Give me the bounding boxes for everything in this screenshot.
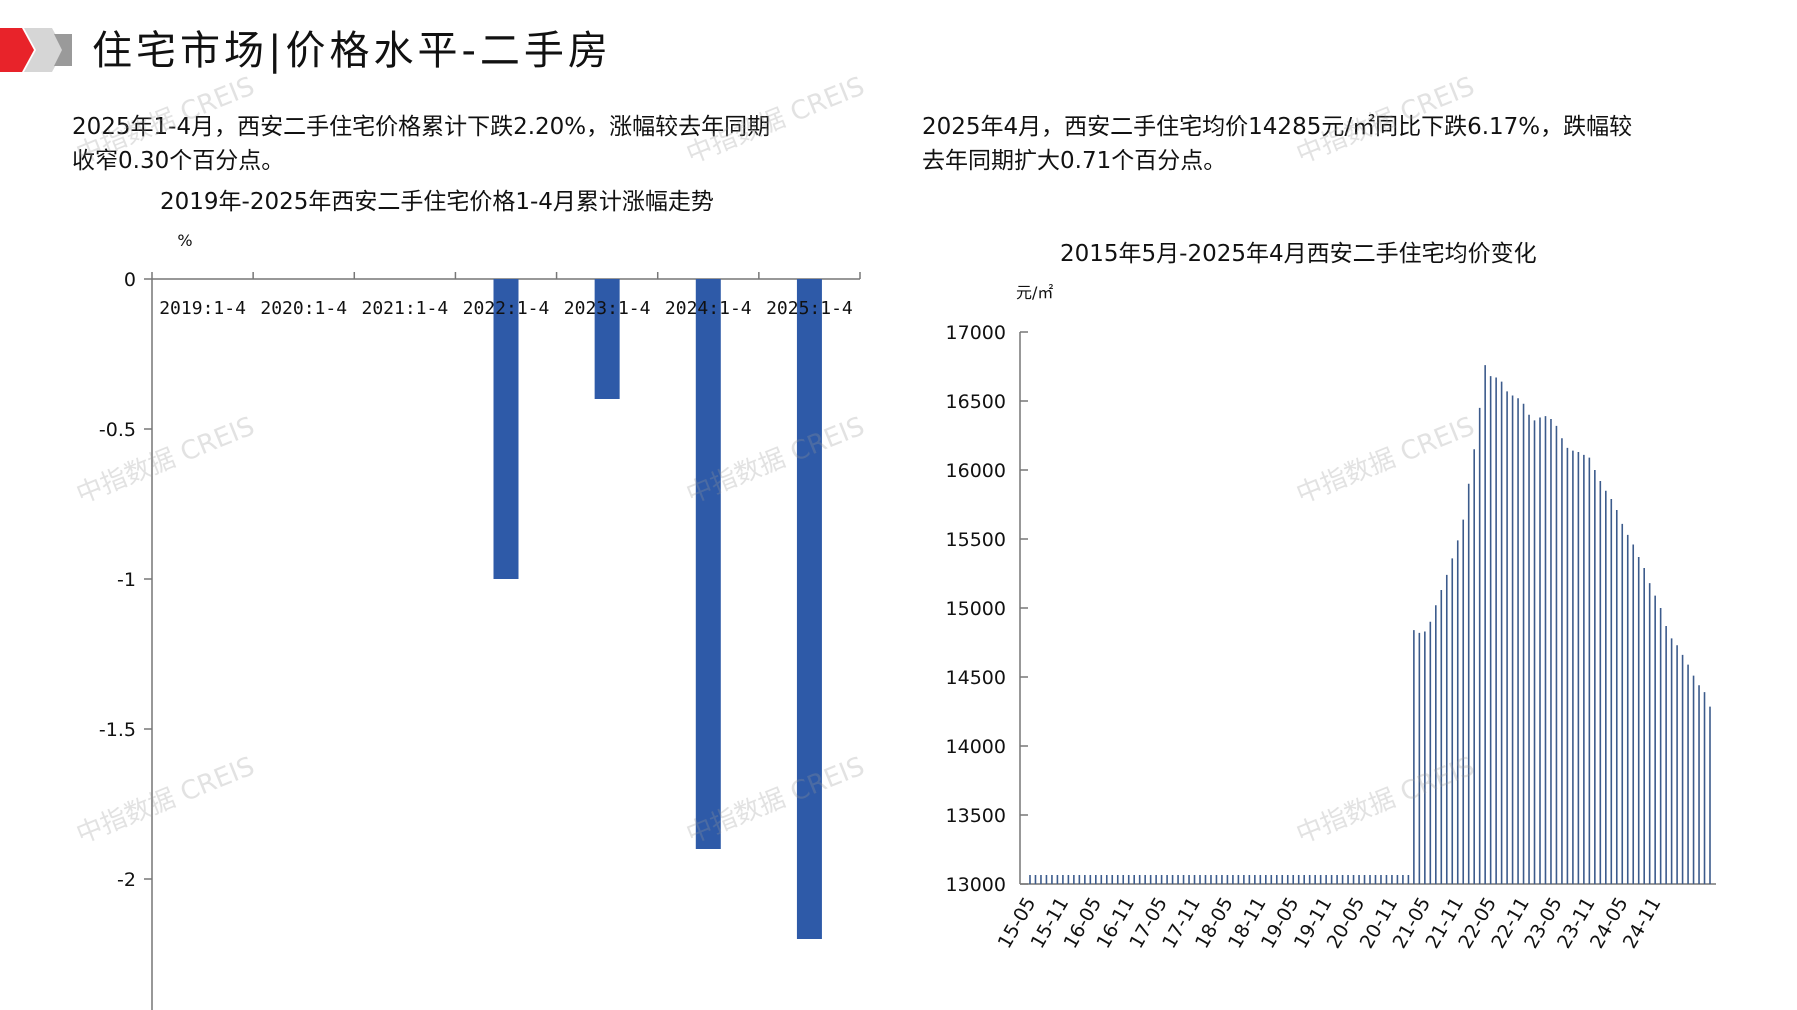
bar [493, 279, 519, 579]
y-tick-label: 16000 [946, 460, 1006, 482]
brand-logo [0, 28, 72, 72]
summary-right: 2025年4月，西安二手住宅均价14285元/㎡同比下跌6.17%，跌幅较 去年… [922, 110, 1752, 178]
y-tick-label: 15500 [946, 529, 1006, 551]
y-tick-label: 13000 [946, 874, 1006, 896]
y-tick-label: 14000 [946, 736, 1006, 758]
bar [594, 279, 620, 399]
y-tick-label: -2 [117, 869, 136, 891]
y-tick-label: 14500 [946, 667, 1006, 689]
bar-chart-title: 2019年-2025年西安二手住宅价格1-4月累计涨幅走势 [160, 189, 714, 215]
y-axis-unit: % [177, 231, 192, 250]
category-label: 2019:1-4 [159, 298, 246, 319]
y-tick-label: 17000 [946, 322, 1006, 344]
y-tick-label: -1.5 [99, 719, 136, 741]
y-axis-unit: 元/㎡ [1016, 283, 1053, 302]
bar [695, 279, 721, 849]
bar [796, 279, 822, 939]
summary-left: 2025年1-4月，西安二手住宅价格累计下跌2.20%，涨幅较去年同期 收窄0.… [72, 110, 892, 178]
y-tick-label: 13500 [946, 805, 1006, 827]
cumulative-change-chart: 0 -0.5 -1 -1.5 -2% 2019:1-4 2020:1-4 2021:1-4 20… [99, 231, 861, 1010]
summary-right-line-1: 2025年4月，西安二手住宅均价14285元/㎡同比下跌6.17%，跌幅较 [922, 114, 1633, 140]
y-tick-label: -0.5 [99, 419, 136, 441]
category-label: 2021:1-4 [362, 298, 449, 319]
category-label: 2023:1-4 [564, 298, 651, 319]
category-label: 2024:1-4 [665, 298, 752, 319]
y-tick-label: -1 [117, 569, 136, 591]
price-chart-title: 2015年5月-2025年4月西安二手住宅均价变化 [1060, 241, 1537, 267]
summary-left-line-1: 2025年1-4月，西安二手住宅价格累计下跌2.20%，涨幅较去年同期 [72, 114, 771, 140]
y-tick-label: 16500 [946, 391, 1006, 413]
summary-left-line-2: 收窄0.30个百分点。 [72, 148, 285, 174]
category-label: 2022:1-4 [463, 298, 550, 319]
y-tick-label: 0 [124, 269, 136, 291]
category-label: 2020:1-4 [260, 298, 347, 319]
y-tick-label: 15000 [946, 598, 1006, 620]
page-title: 住宅市场|价格水平-二手房 [92, 28, 612, 74]
category-label: 2025:1-4 [766, 298, 853, 319]
summary-right-line-2: 去年同期扩大0.71个百分点。 [922, 148, 1227, 174]
